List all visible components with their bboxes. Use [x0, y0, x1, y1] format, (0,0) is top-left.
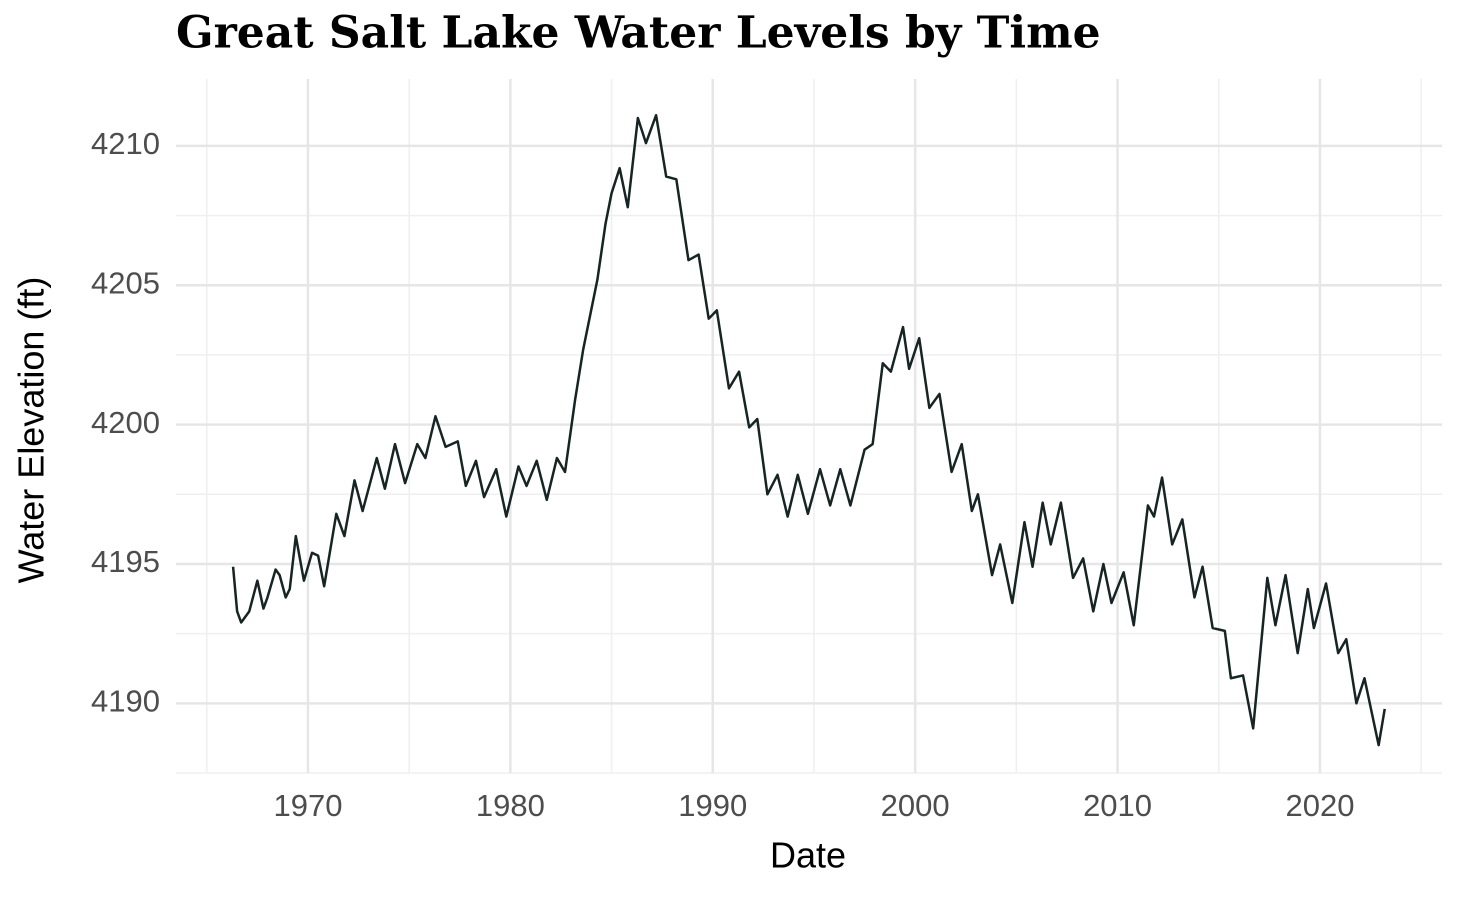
y-tick-label: 4190: [91, 684, 160, 719]
chart-title: Great Salt Lake Water Levels by Time: [176, 8, 1101, 59]
x-tick-label: 2020: [1285, 788, 1354, 823]
x-tick-label: 1990: [678, 788, 747, 823]
x-tick-label: 2000: [881, 788, 950, 823]
y-tick-label: 4200: [91, 405, 160, 440]
y-tick-label: 4210: [91, 126, 160, 161]
y-tick-label: 4195: [91, 544, 160, 579]
x-tick-label: 2010: [1083, 788, 1152, 823]
x-axis-title: Date: [770, 835, 846, 876]
x-tick-label: 1970: [273, 788, 342, 823]
y-axis-title: Water Elevation (ft): [11, 277, 52, 584]
x-tick-label: 1980: [476, 788, 545, 823]
line: [231, 113, 1386, 747]
grid: [176, 79, 1442, 774]
y-tick-label: 4205: [91, 265, 160, 300]
